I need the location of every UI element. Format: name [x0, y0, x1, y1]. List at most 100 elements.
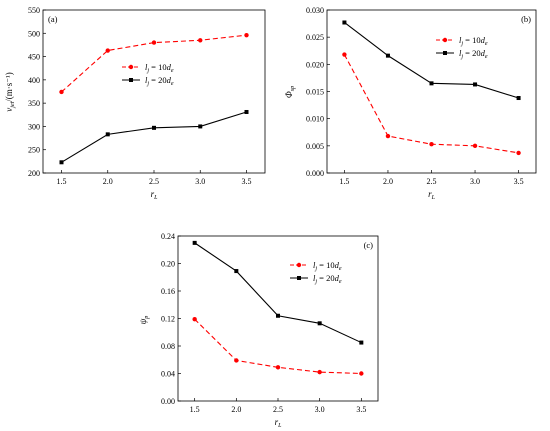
legend-entry: lj = 20de — [313, 273, 342, 285]
y-tick-label: 450 — [28, 53, 40, 62]
legend-marker — [443, 51, 447, 55]
data-point — [198, 38, 203, 43]
data-point — [359, 371, 364, 376]
x-tick-label: 3.5 — [514, 177, 524, 186]
data-point — [244, 109, 249, 114]
y-axis-label: Φsp — [284, 86, 296, 98]
x-axis-label: rL — [428, 189, 436, 201]
y-tick-label: 0.005 — [306, 142, 324, 151]
x-tick-label: 2.0 — [103, 177, 113, 186]
data-point — [151, 40, 157, 45]
legend-marker — [128, 64, 134, 70]
data-point — [516, 96, 521, 101]
data-point — [317, 321, 322, 326]
legend-entry: lj = 10de — [145, 62, 174, 74]
data-point — [198, 124, 203, 129]
plot-frame — [326, 9, 537, 174]
y-tick-label: 350 — [28, 99, 40, 108]
x-tick-label: 3.0 — [195, 177, 205, 186]
y-tick-label: 0.010 — [306, 115, 324, 124]
data-point — [342, 52, 347, 57]
x-axis-label: rL — [275, 417, 283, 429]
data-point — [59, 160, 64, 165]
data-point — [473, 82, 478, 87]
series-line-1 — [343, 54, 519, 154]
data-point — [317, 369, 322, 375]
x-tick-label: 1.5 — [57, 177, 67, 186]
panel-label: (b) — [521, 14, 531, 24]
x-tick-label: 2.5 — [273, 405, 283, 414]
x-tick-label: 2.5 — [427, 177, 437, 186]
data-point — [234, 269, 239, 274]
y-tick-label: 0.020 — [306, 60, 324, 69]
y-tick-label: 0.24 — [161, 232, 175, 241]
data-point — [234, 358, 239, 363]
legend-marker — [297, 276, 301, 280]
series-line-1 — [61, 34, 247, 93]
y-tick-label: 0.030 — [306, 6, 324, 15]
plot-frame — [42, 9, 266, 174]
data-point — [244, 32, 249, 38]
x-tick-label: 3.5 — [356, 405, 366, 414]
y-tick-label: 400 — [28, 76, 40, 85]
data-point — [276, 313, 280, 318]
plot-frame — [177, 235, 379, 402]
data-point — [472, 143, 478, 149]
y-tick-label: 0.20 — [161, 260, 175, 269]
legend-marker — [442, 37, 448, 43]
x-tick-label: 2.5 — [149, 177, 159, 186]
y-tick-label: 0.16 — [161, 287, 175, 296]
panel-label: (c) — [364, 240, 374, 250]
panel-label: (a) — [48, 14, 58, 24]
data-point — [105, 132, 110, 137]
x-tick-label: 3.0 — [470, 177, 480, 186]
legend-entry: lj = 20de — [145, 75, 174, 87]
y-tick-label: 0.08 — [161, 342, 175, 351]
series-line-2 — [194, 242, 362, 344]
x-tick-label: 2.0 — [383, 177, 393, 186]
y-tick-label: 550 — [28, 6, 40, 15]
data-point — [429, 142, 434, 147]
legend-marker — [129, 78, 133, 82]
legend-entry: lj = 20de — [459, 48, 488, 60]
y-tick-label: 200 — [28, 169, 40, 178]
data-point — [359, 340, 364, 345]
data-point — [192, 240, 197, 245]
y-tick-label: 300 — [28, 122, 40, 131]
x-tick-label: 3.0 — [315, 405, 325, 414]
data-point — [192, 316, 197, 322]
x-axis-label: rL — [151, 189, 159, 201]
y-tick-label: 0.000 — [306, 169, 324, 178]
y-tick-label: 500 — [28, 29, 40, 38]
legend-entry: lj = 10de — [313, 260, 342, 272]
y-tick-label: 0.025 — [306, 33, 324, 42]
chart-panel-a: 1.5 2.0 2.5 3.0 3.5 200 250 300 350 400 450 500 550 (… — [4, 6, 266, 201]
series-line-2 — [61, 111, 247, 163]
y-tick-label: 0.015 — [306, 88, 324, 97]
y-tick-label: 0.00 — [161, 397, 175, 406]
data-point — [385, 133, 391, 139]
y-axis-label: vjet/(m·s⁻¹) — [4, 72, 16, 111]
chart-panel-b: 1.5 2.0 2.5 3.0 3.5 0.000 0.005 0.010 0.015 0.020… — [284, 6, 537, 201]
data-point — [516, 150, 521, 156]
chart-panel-c: 1.5 2.0 2.5 3.0 3.5 0.00 0.04 0.08 0.12 0.16 0.20 0… — [138, 232, 379, 429]
data-point — [275, 365, 281, 370]
y-tick-label: 250 — [28, 146, 40, 155]
data-point — [429, 81, 434, 86]
y-axis-label: ψp — [138, 316, 150, 325]
data-point — [105, 48, 110, 53]
data-point — [342, 20, 347, 25]
x-tick-label: 1.5 — [339, 177, 349, 186]
data-point — [152, 125, 156, 130]
x-tick-label: 2.0 — [231, 405, 241, 414]
x-tick-label: 3.5 — [242, 177, 252, 186]
data-point — [59, 89, 64, 95]
data-point — [385, 53, 390, 58]
y-tick-label: 0.04 — [161, 370, 175, 379]
series-line-2 — [344, 22, 519, 99]
legend-marker — [296, 262, 302, 268]
x-tick-label: 1.5 — [190, 405, 200, 414]
